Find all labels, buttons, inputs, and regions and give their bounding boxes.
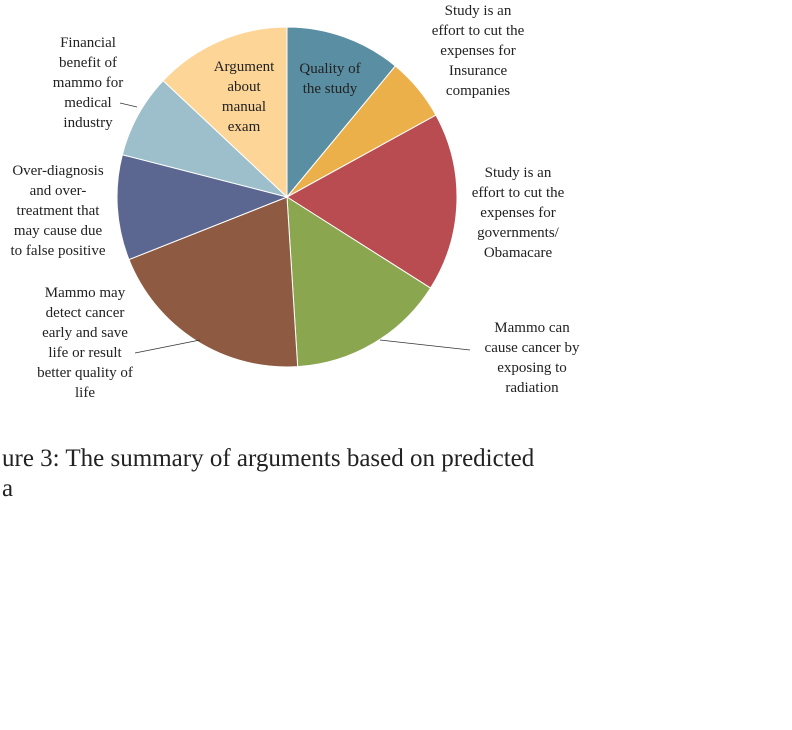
slice-label: Study is an effort to cut the expenses for… [472, 165, 565, 261]
caption: ure 3: The summary of arguments based on… [2, 445, 535, 472]
slice-label: Mammo can cause cancer by exposing to radia… [485, 320, 580, 396]
slice-label: Argument about manual exam [214, 59, 275, 135]
leader-line [119, 102, 138, 108]
slice-label: Over-diagnosis and over-treatment that may… [11, 163, 106, 259]
pie-slice [162, 26, 288, 199]
slice-label: Quality of the study [299, 61, 360, 97]
pie-slice [116, 154, 289, 261]
slices [116, 26, 458, 368]
slice-label: Financial benefit of mammo for medical indus… [53, 35, 123, 131]
slice-label: Study is an effort to cut the expenses for… [432, 3, 525, 99]
pie-slice [286, 114, 458, 289]
pie-slice [286, 196, 432, 368]
pie-slice [286, 26, 397, 199]
slice-label: Mammo may detect cancer early and save life… [37, 285, 133, 401]
leader-line [134, 339, 201, 354]
leader-line [379, 339, 471, 351]
caption: a [2, 475, 13, 502]
